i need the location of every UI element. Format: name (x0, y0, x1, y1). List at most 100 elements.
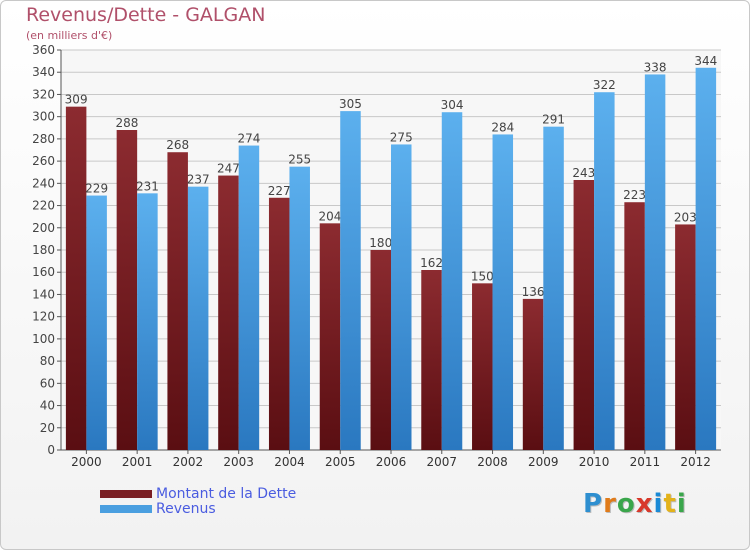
data-label-dette: 204 (319, 209, 342, 223)
bar-revenus (543, 126, 564, 451)
bar-revenus (137, 193, 158, 451)
proxiti-logo: Proxiti (583, 489, 687, 519)
logo-letter: r (603, 489, 617, 519)
y-tick-label: 320 (32, 87, 55, 101)
y-tick-label: 280 (32, 132, 55, 146)
bar-revenus (441, 112, 463, 450)
bar-dette (319, 223, 341, 450)
bar-dette (65, 106, 87, 451)
y-tick-label: 60 (40, 376, 55, 390)
logo-letter: i (676, 489, 687, 519)
bar-revenus (391, 144, 412, 450)
legend-item-dette: Montant de la Dette (100, 485, 297, 502)
data-label-revenus: 284 (491, 120, 514, 134)
data-label-revenus: 338 (644, 60, 667, 74)
y-tick-label: 340 (32, 65, 55, 79)
data-label-revenus: 304 (441, 98, 464, 112)
x-tick-label: 2007 (426, 455, 457, 469)
bar-dette (370, 250, 391, 450)
data-label-dette: 203 (674, 210, 697, 224)
logo-letter: x (635, 489, 654, 519)
bar-revenus (594, 92, 615, 450)
bar-revenus (86, 195, 107, 450)
bar-revenus (187, 186, 209, 450)
y-tick-label: 200 (32, 221, 55, 235)
y-tick-label: 140 (32, 287, 55, 301)
data-label-revenus: 231 (136, 179, 159, 193)
x-tick-label: 2006 (376, 455, 407, 469)
x-tick-label: 2008 (477, 455, 508, 469)
y-tick-label: 220 (32, 199, 55, 213)
bar-dette (421, 270, 442, 450)
y-tick-label: 160 (32, 265, 55, 279)
y-tick-label: 300 (32, 110, 55, 124)
chart-subtitle: (en milliers d'€) (26, 29, 113, 42)
bar-dette (573, 180, 595, 450)
data-label-dette: 288 (115, 116, 138, 130)
y-tick-label: 20 (40, 421, 55, 435)
data-label-revenus: 274 (237, 132, 260, 146)
bar-dette (624, 202, 645, 450)
data-label-revenus: 229 (85, 182, 108, 196)
bar-dette (675, 224, 696, 450)
bar-dette (522, 298, 544, 450)
y-tick-label: 260 (32, 154, 55, 168)
y-tick-label: 180 (32, 243, 55, 257)
y-tick-label: 120 (32, 310, 55, 324)
legend-label-revenus: Revenus (156, 500, 216, 517)
bar-revenus (644, 74, 666, 450)
x-tick-label: 2012 (680, 455, 711, 469)
logo-letter: P (583, 489, 604, 519)
data-label-revenus: 291 (542, 113, 565, 127)
data-label-dette: 268 (166, 138, 189, 152)
data-label-dette: 136 (522, 285, 545, 299)
legend: Montant de la Dette Revenus (100, 485, 297, 517)
data-label-revenus: 275 (390, 130, 413, 144)
y-tick-label: 80 (40, 354, 55, 368)
chart-title: Revenus/Dette - GALGAN (26, 4, 266, 26)
data-label-revenus: 305 (339, 97, 362, 111)
data-label-dette: 180 (369, 236, 392, 250)
x-tick-label: 2000 (71, 455, 102, 469)
data-label-dette: 247 (217, 162, 240, 176)
bar-revenus (492, 134, 514, 450)
bar-revenus (695, 67, 717, 451)
data-label-revenus: 344 (694, 54, 717, 68)
data-label-revenus: 255 (288, 153, 311, 167)
data-label-revenus: 322 (593, 78, 616, 92)
legend-swatch-revenus (100, 504, 152, 513)
x-tick-label: 2002 (173, 455, 204, 469)
y-tick-label: 100 (32, 332, 55, 346)
data-label-dette: 162 (420, 256, 443, 270)
data-label-dette: 223 (623, 188, 646, 202)
y-tick-label: 40 (40, 399, 55, 413)
x-tick-label: 2011 (630, 455, 661, 469)
bar-dette (116, 130, 138, 450)
data-label-dette: 227 (268, 184, 291, 198)
x-tick-label: 2009 (528, 455, 559, 469)
bar-dette (167, 152, 188, 450)
x-tick-label: 2005 (325, 455, 356, 469)
bar-dette (472, 283, 493, 450)
logo-letter: i (653, 489, 664, 519)
x-tick-label: 2003 (223, 455, 254, 469)
bar-dette (268, 197, 290, 450)
bar-revenus (340, 111, 361, 450)
y-tick-label: 240 (32, 176, 55, 190)
logo-letter: t (663, 489, 677, 519)
bar-dette (218, 175, 239, 451)
x-tick-label: 2010 (579, 455, 610, 469)
legend-item-revenus: Revenus (100, 500, 296, 517)
data-label-dette: 309 (65, 93, 88, 107)
bar-revenus (289, 166, 310, 450)
logo-letter: o (616, 489, 636, 519)
legend-label-dette: Montant de la Dette (156, 485, 297, 502)
data-label-revenus: 237 (187, 173, 210, 187)
x-tick-label: 2004 (274, 455, 305, 469)
data-label-dette: 243 (572, 166, 595, 180)
y-tick-label: 360 (32, 43, 55, 57)
bar-revenus (238, 145, 260, 451)
y-tick-label: 0 (47, 443, 55, 457)
legend-swatch-dette (100, 489, 152, 498)
